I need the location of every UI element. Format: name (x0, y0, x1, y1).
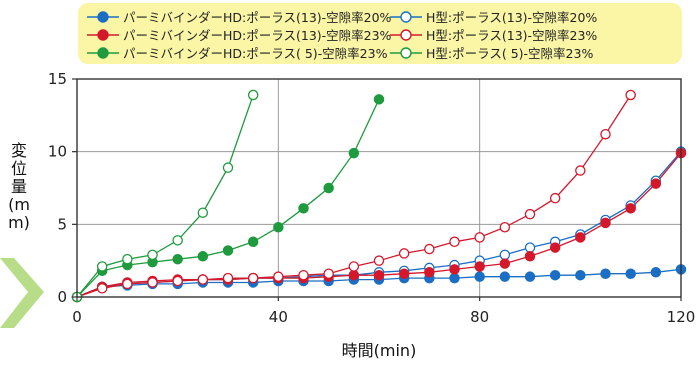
data-point (449, 264, 460, 275)
data-point (524, 208, 536, 220)
legend-label: パーミバインダーHD:ポーラス(13)-空隙率20% (123, 10, 392, 25)
data-point (122, 278, 133, 290)
data-point (222, 272, 234, 284)
legend-marker (400, 11, 412, 23)
data-point (222, 245, 234, 256)
legend-marker (97, 47, 109, 59)
x-tick-label: 40 (269, 308, 288, 326)
y-tick-label: 15 (48, 70, 67, 88)
data-point (247, 272, 259, 284)
data-point (474, 261, 485, 272)
data-point (273, 221, 284, 233)
legend-marker (400, 47, 412, 59)
legend-background (78, 3, 682, 64)
data-point (348, 261, 360, 272)
data-point (449, 236, 460, 248)
data-point (348, 269, 360, 281)
data-point (575, 232, 586, 243)
data-point (499, 249, 511, 261)
data-point (298, 269, 309, 281)
data-point (247, 89, 259, 101)
data-point (499, 258, 511, 269)
data-point (424, 267, 435, 278)
data-point (625, 268, 636, 279)
data-point (323, 268, 334, 279)
x-tick-label: 120 (667, 308, 696, 326)
data-point (549, 242, 561, 253)
data-point (222, 162, 234, 173)
data-point (373, 269, 385, 281)
x-axis-title: 時間(min) (342, 341, 417, 360)
legend-label: パーミバインダーHD:ポーラス( 5)-空隙率23% (123, 46, 388, 61)
data-point (348, 147, 360, 159)
data-point (625, 203, 636, 214)
y-tick-label: 10 (48, 143, 67, 161)
data-point (575, 165, 586, 176)
legend-label: H型:ポーラス(13)-空隙率20% (426, 10, 597, 25)
y-axis-title: 変位量(mm) (8, 141, 30, 232)
data-point (575, 269, 586, 281)
data-point (398, 248, 410, 259)
data-point (600, 268, 611, 279)
legend-marker (97, 29, 109, 41)
data-point (499, 221, 511, 233)
legend-marker (97, 11, 109, 23)
ticks: 0 40 80 120 0 5 10 15 (48, 70, 695, 326)
data-point (122, 253, 133, 265)
y-tick-label: 5 (57, 215, 67, 233)
data-point (273, 271, 284, 282)
data-point (398, 268, 410, 279)
legend-label: H型:ポーラス(13)-空隙率23% (426, 28, 597, 43)
legend: パーミバインダーHD:ポーラス(13)-空隙率20% H型:ポーラス(13)-空隙… (87, 10, 597, 61)
data-point (650, 267, 662, 278)
data-point (96, 261, 108, 272)
data-point (474, 271, 485, 282)
y-tick-label: 0 (57, 288, 67, 306)
data-point (424, 243, 435, 255)
series-layer (71, 89, 687, 303)
x-tick-label: 80 (470, 308, 489, 326)
data-point (449, 272, 460, 284)
data-point (499, 271, 511, 282)
data-point (524, 251, 536, 262)
data-point (625, 89, 636, 101)
data-point (373, 255, 385, 266)
data-point (474, 232, 485, 243)
data-point (172, 235, 183, 246)
data-point (549, 192, 561, 204)
data-point (147, 249, 158, 261)
data-point (172, 253, 183, 265)
data-point (323, 182, 334, 194)
data-point (247, 236, 259, 248)
plot-frame (76, 78, 682, 298)
data-point (96, 283, 108, 294)
data-point (172, 275, 183, 287)
data-point (197, 274, 209, 285)
data-point (600, 128, 611, 140)
data-point (147, 277, 158, 288)
data-point (197, 207, 209, 218)
legend-label: パーミバインダーHD:ポーラス(13)-空隙率23% (123, 28, 392, 43)
data-point (524, 242, 536, 253)
legend-label: H型:ポーラス( 5)-空隙率23% (426, 46, 593, 61)
data-point (549, 269, 561, 281)
data-point (650, 178, 662, 189)
x-tick-label: 0 (72, 308, 82, 326)
data-point (600, 217, 611, 229)
data-point (373, 94, 385, 105)
data-point (197, 251, 209, 262)
legend-marker (400, 29, 412, 41)
data-point (298, 203, 309, 214)
decorative-chevron (0, 258, 44, 328)
data-point (524, 271, 536, 282)
